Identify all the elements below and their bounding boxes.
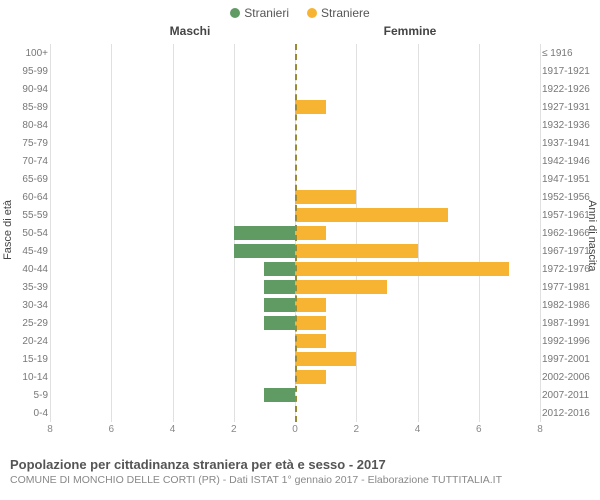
age-label: 15-19 xyxy=(4,354,48,365)
bar-female xyxy=(295,262,509,276)
year-label: 1947-1951 xyxy=(542,174,598,185)
year-label: 1972-1976 xyxy=(542,264,598,275)
age-label: 45-49 xyxy=(4,246,48,257)
year-label: 1977-1981 xyxy=(542,282,598,293)
chart-titles: Popolazione per cittadinanza straniera p… xyxy=(10,457,590,486)
bar-male xyxy=(234,226,295,240)
year-label: 1987-1991 xyxy=(542,318,598,329)
chart-subtitle: COMUNE DI MONCHIO DELLE CORTI (PR) - Dat… xyxy=(10,474,590,486)
bar-female xyxy=(295,370,326,384)
header-male: Maschi xyxy=(80,24,300,38)
age-label: 90-94 xyxy=(4,84,48,95)
legend-dot-male xyxy=(230,8,240,18)
bar-female xyxy=(295,280,387,294)
chart-title: Popolazione per cittadinanza straniera p… xyxy=(10,457,590,472)
age-label: 60-64 xyxy=(4,192,48,203)
x-tick: 0 xyxy=(292,424,298,435)
x-tick: 2 xyxy=(353,424,359,435)
year-label: 1952-1956 xyxy=(542,192,598,203)
bar-male xyxy=(264,316,295,330)
year-label: 1997-2001 xyxy=(542,354,598,365)
chart-area: 0-42012-20165-92007-201110-142002-200615… xyxy=(50,44,540,422)
x-tick: 2 xyxy=(231,424,237,435)
x-tick: 8 xyxy=(47,424,53,435)
bar-female xyxy=(295,190,356,204)
year-label: 2012-2016 xyxy=(542,408,598,419)
bar-female xyxy=(295,226,326,240)
legend-label-female: Straniere xyxy=(321,6,370,20)
bar-female xyxy=(295,334,326,348)
age-label: 75-79 xyxy=(4,138,48,149)
year-label: 1932-1936 xyxy=(542,120,598,131)
bar-female xyxy=(295,298,326,312)
age-label: 70-74 xyxy=(4,156,48,167)
age-label: 20-24 xyxy=(4,336,48,347)
year-label: 1967-1971 xyxy=(542,246,598,257)
year-label: 1982-1986 xyxy=(542,300,598,311)
x-tick: 8 xyxy=(537,424,543,435)
year-label: 1942-1946 xyxy=(542,156,598,167)
year-label: 1937-1941 xyxy=(542,138,598,149)
bar-male xyxy=(264,388,295,402)
age-label: 100+ xyxy=(4,48,48,59)
x-tick: 6 xyxy=(108,424,114,435)
column-headers: Maschi Femmine xyxy=(0,20,600,38)
year-label: 2007-2011 xyxy=(542,390,598,401)
year-label: 1927-1931 xyxy=(542,102,598,113)
year-label: 1957-1961 xyxy=(542,210,598,221)
bar-female xyxy=(295,208,448,222)
age-label: 85-89 xyxy=(4,102,48,113)
age-label: 80-84 xyxy=(4,120,48,131)
x-tick: 6 xyxy=(476,424,482,435)
bar-female xyxy=(295,100,326,114)
year-label: 2002-2006 xyxy=(542,372,598,383)
year-label: 1922-1926 xyxy=(542,84,598,95)
bar-male xyxy=(264,280,295,294)
age-label: 40-44 xyxy=(4,264,48,275)
population-pyramid-chart: Stranieri Straniere Maschi Femmine Fasce… xyxy=(0,0,600,500)
bar-female xyxy=(295,316,326,330)
age-label: 95-99 xyxy=(4,66,48,77)
age-label: 50-54 xyxy=(4,228,48,239)
legend-item-male: Stranieri xyxy=(230,6,289,20)
age-label: 5-9 xyxy=(4,390,48,401)
year-label: 1917-1921 xyxy=(542,66,598,77)
bar-female xyxy=(295,244,418,258)
x-tick: 4 xyxy=(170,424,176,435)
year-label: 1962-1966 xyxy=(542,228,598,239)
gridline xyxy=(540,44,541,422)
legend-item-female: Straniere xyxy=(307,6,370,20)
bar-male xyxy=(264,298,295,312)
age-label: 65-69 xyxy=(4,174,48,185)
age-label: 55-59 xyxy=(4,210,48,221)
age-label: 35-39 xyxy=(4,282,48,293)
bar-male xyxy=(234,244,295,258)
bar-female xyxy=(295,352,356,366)
legend-dot-female xyxy=(307,8,317,18)
age-label: 30-34 xyxy=(4,300,48,311)
year-label: ≤ 1916 xyxy=(542,48,598,59)
year-label: 1992-1996 xyxy=(542,336,598,347)
legend: Stranieri Straniere xyxy=(0,0,600,20)
legend-label-male: Stranieri xyxy=(244,6,289,20)
age-label: 0-4 xyxy=(4,408,48,419)
x-axis: 8 6 4 2 0 2 4 6 8 xyxy=(50,424,540,442)
bar-male xyxy=(264,262,295,276)
header-female: Femmine xyxy=(300,24,520,38)
x-tick: 4 xyxy=(415,424,421,435)
age-label: 10-14 xyxy=(4,372,48,383)
centerline xyxy=(295,44,297,422)
age-label: 25-29 xyxy=(4,318,48,329)
